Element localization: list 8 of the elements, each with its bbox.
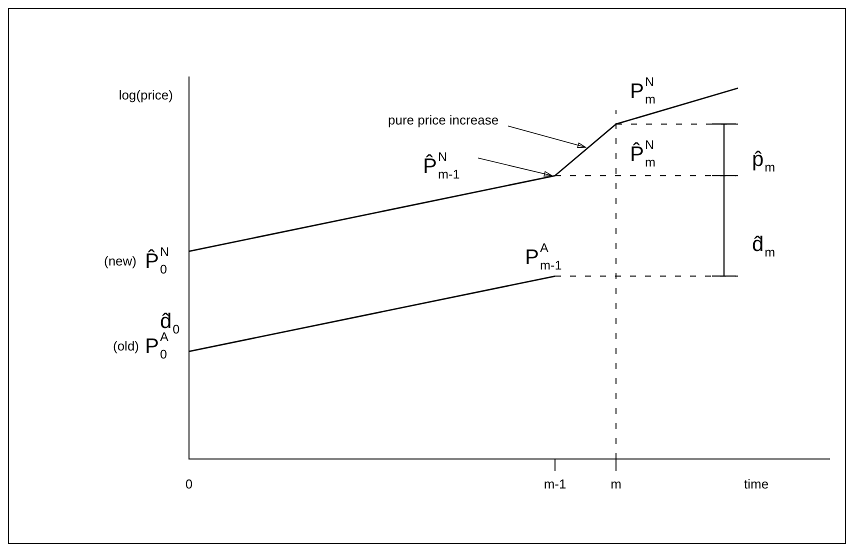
text: (old) — [113, 338, 140, 354]
x-tick-label: m-1 — [544, 476, 566, 492]
x-tick-label: m — [610, 476, 622, 492]
x-tick-label: 0 — [185, 476, 193, 492]
y-axis-title: log(price) — [118, 88, 173, 103]
annotation: pure price increase — [388, 112, 499, 128]
x-axis-title: time — [744, 476, 769, 492]
text: (new) — [104, 254, 137, 269]
